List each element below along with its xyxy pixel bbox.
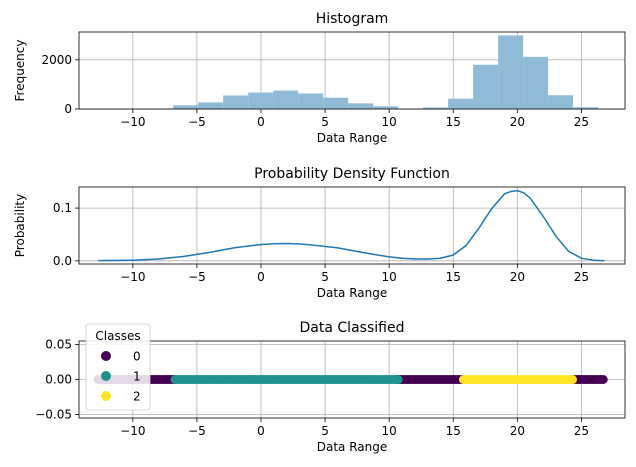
chart-title: Data Classified [300, 320, 405, 336]
legend-marker-0 [101, 351, 111, 361]
x-tick-label: 5 [321, 424, 329, 438]
x-tick-label: 20 [510, 115, 525, 129]
legend-box [85, 323, 151, 411]
x-tick-label: −5 [188, 270, 206, 284]
histogram-bar [498, 35, 524, 109]
histogram-bar [573, 107, 599, 109]
histogram-bar [548, 95, 574, 109]
x-axis-label: Data Range [317, 286, 388, 300]
pdf-line [98, 189, 605, 262]
x-tick-label: 15 [446, 270, 461, 284]
x-tick-label: −10 [120, 115, 145, 129]
legend-label-0: 0 [133, 350, 141, 364]
x-tick-label: 10 [382, 270, 397, 284]
x-tick-label: 5 [321, 115, 329, 129]
histogram-bar [298, 93, 324, 109]
x-tick-label: 25 [574, 115, 589, 129]
histogram-bar [448, 98, 474, 109]
legend-marker-1 [101, 371, 111, 381]
y-tick-label: −0.05 [35, 408, 72, 422]
x-tick-label: 0 [257, 424, 265, 438]
y-tick-label: 0.1 [53, 201, 72, 215]
data-point-class-0 [598, 375, 608, 384]
chart-panel-2: −10 −5 0 5 10 15 20 25 0.0 0.1 Probability Density… [13, 166, 626, 300]
x-tick-label: 25 [574, 270, 589, 284]
x-tick-label: −5 [188, 424, 206, 438]
x-tick-label: 10 [382, 115, 397, 129]
y-tick-label: 0.05 [45, 338, 72, 352]
histogram-bar [473, 64, 499, 109]
histogram-bar [173, 105, 199, 109]
data-point-class-2 [567, 375, 577, 384]
legend-label-2: 2 [133, 390, 141, 404]
y-tick-label: 0.0 [53, 254, 72, 268]
y-tick-label: 2000 [41, 53, 72, 67]
histogram-bar [248, 92, 274, 109]
x-tick-label: 15 [446, 115, 461, 129]
x-tick-label: 20 [510, 270, 525, 284]
histogram-bar [523, 56, 549, 109]
x-axis-label: Data Range [317, 440, 388, 454]
x-tick-label: 5 [321, 270, 329, 284]
x-tick-label: −5 [188, 115, 206, 129]
x-tick-label: 10 [382, 424, 397, 438]
data-point-class-1 [393, 375, 403, 384]
axes-frame [78, 186, 626, 265]
histogram-bar [323, 97, 349, 109]
y-axis-label: Frequency [13, 40, 27, 102]
histogram-bar [223, 95, 249, 109]
y-tick-label: 0 [64, 102, 72, 116]
x-tick-label: 15 [446, 424, 461, 438]
chart-title: Histogram [316, 11, 389, 27]
x-tick-label: 0 [257, 270, 265, 284]
histogram-bar [198, 102, 224, 109]
x-axis-label: Data Range [317, 131, 388, 145]
histogram-bar [273, 90, 299, 109]
legend-marker-2 [101, 391, 111, 401]
legend-label-1: 1 [133, 370, 141, 384]
x-tick-label: 20 [510, 424, 525, 438]
x-tick-label: −10 [120, 270, 145, 284]
x-tick-label: 0 [257, 115, 265, 129]
chart-title: Probability Density Function [254, 166, 450, 182]
histogram-bar [348, 103, 374, 109]
y-axis-label: Probability [13, 194, 27, 257]
histogram-bar [423, 107, 449, 109]
histogram-bar [373, 106, 399, 109]
chart-panel-1: −10 −5 0 5 10 15 20 25 0 2000 Histogram Data Range F… [13, 11, 626, 145]
legend: Classes 0 1 2 [85, 323, 151, 411]
x-tick-label: −10 [120, 424, 145, 438]
axes-frame [78, 31, 626, 110]
x-tick-label: 25 [574, 424, 589, 438]
y-tick-label: 0.00 [45, 373, 72, 387]
legend-title: Classes [95, 329, 140, 343]
